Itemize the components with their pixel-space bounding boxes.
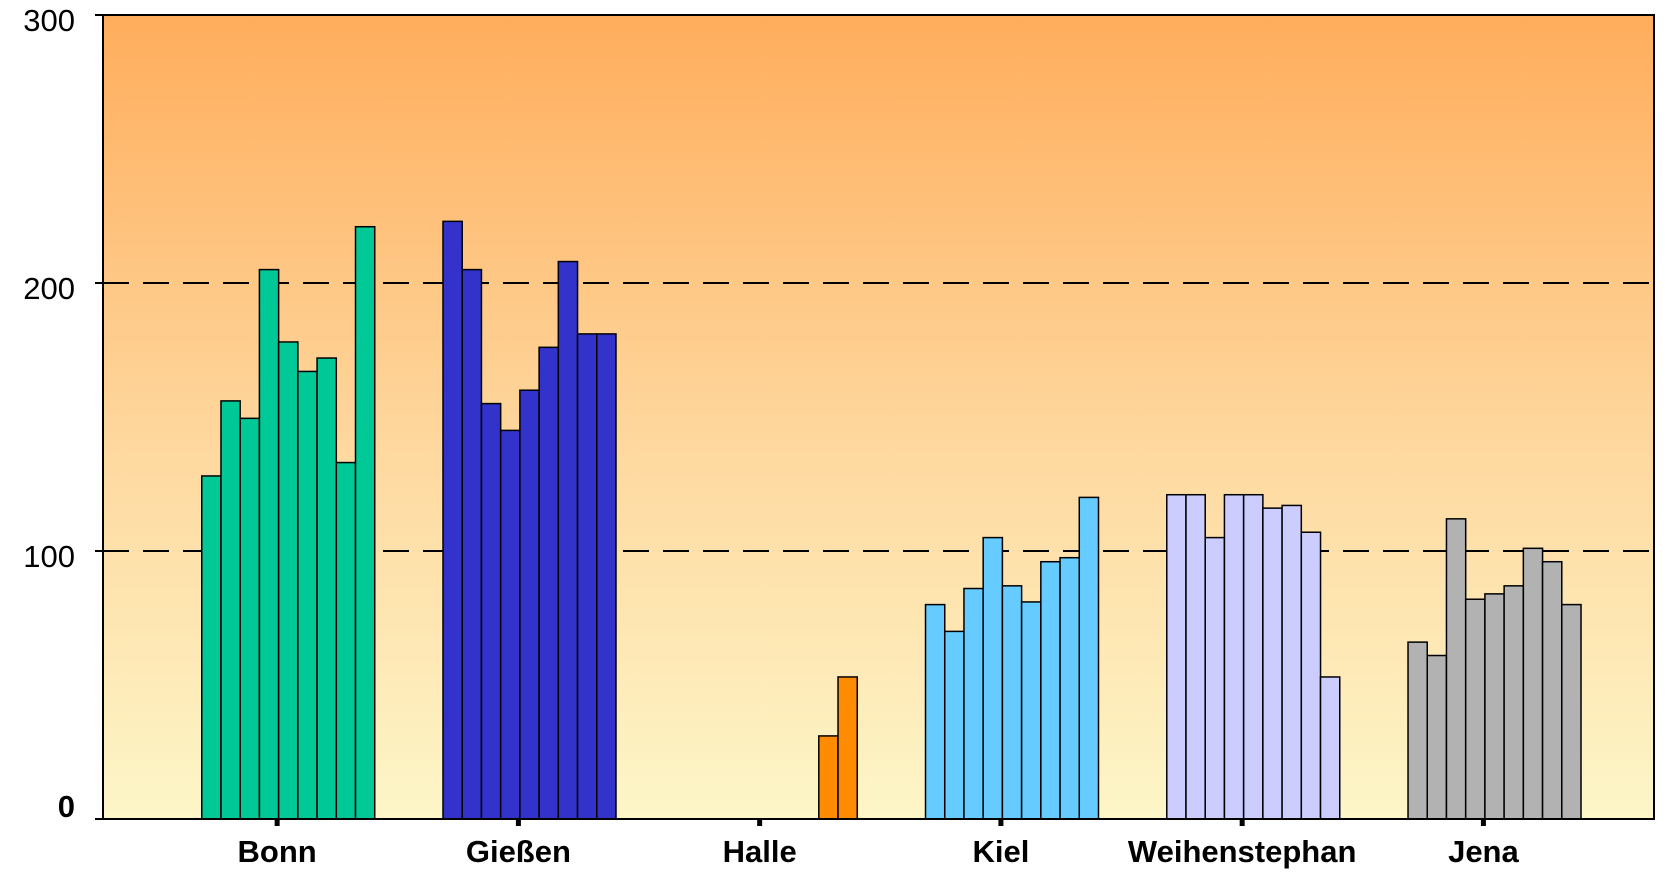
bar	[1561, 603, 1582, 820]
bar	[442, 220, 463, 820]
bar	[461, 268, 483, 820]
x-tick-label: Kiel	[972, 834, 1029, 869]
bar	[1020, 601, 1042, 820]
bar	[480, 402, 502, 820]
bar	[943, 630, 965, 820]
bar	[963, 587, 984, 820]
x-tick-label: Jena	[1448, 834, 1519, 869]
bar	[596, 333, 617, 820]
bar	[239, 417, 261, 820]
x-tick-label: Halle	[723, 834, 797, 869]
bar	[1001, 585, 1023, 820]
bar	[538, 346, 560, 820]
bar	[1262, 507, 1283, 820]
y-tick-label: 100	[23, 539, 75, 574]
bar	[499, 429, 521, 820]
bar	[818, 735, 839, 820]
bar	[201, 475, 222, 820]
bar	[1464, 598, 1486, 820]
bar	[924, 603, 946, 820]
bar	[220, 400, 241, 820]
bar	[277, 341, 299, 820]
y-tick-label: 0	[58, 789, 75, 824]
bar	[1166, 493, 1187, 820]
bar	[1319, 676, 1341, 820]
bar	[1242, 493, 1264, 820]
bar	[1204, 536, 1226, 820]
x-tick-label: Bonn	[238, 834, 317, 869]
bar	[316, 357, 338, 820]
bar	[1407, 641, 1428, 820]
bar	[837, 676, 858, 820]
bar	[982, 536, 1004, 820]
bar	[1426, 654, 1448, 820]
bar	[1040, 560, 1061, 820]
x-tick-label: Weihenstephan	[1128, 834, 1357, 869]
bar	[1300, 531, 1322, 820]
bar	[1541, 560, 1563, 820]
bar	[1503, 585, 1525, 820]
bar	[297, 370, 318, 820]
bar	[258, 268, 280, 820]
bar	[1445, 518, 1467, 820]
bar	[1185, 493, 1206, 820]
bar	[1522, 547, 1544, 820]
bar	[576, 333, 598, 820]
bar	[519, 389, 540, 820]
x-tick-label: Gießen	[466, 834, 571, 869]
y-tick-label: 200	[23, 271, 75, 306]
bar	[1078, 496, 1100, 820]
bar	[1281, 504, 1303, 820]
y-tick-label: 300	[23, 3, 75, 38]
bar	[335, 461, 357, 820]
bar	[1059, 556, 1081, 820]
bar	[1484, 593, 1505, 820]
bar	[1223, 493, 1245, 820]
bar	[557, 260, 579, 820]
bar	[354, 225, 376, 820]
